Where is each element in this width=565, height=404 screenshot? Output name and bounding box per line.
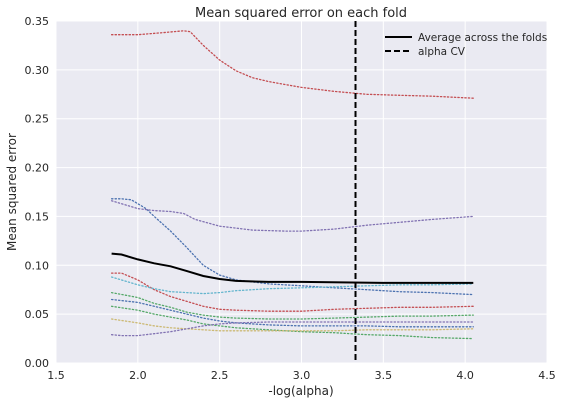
fold-series-line-5 (110, 276, 474, 295)
fold-series-line-4 (110, 272, 474, 312)
y-tick-label: 0.00 (25, 357, 50, 370)
fold-series-line-9 (110, 318, 474, 332)
x-tick-label: 4.0 (456, 369, 474, 382)
fold-series-line-7 (110, 298, 474, 328)
fold-series-line-6 (110, 291, 474, 320)
y-tick-label: 0.05 (25, 308, 50, 321)
y-tick-label: 0.25 (25, 113, 50, 126)
y-tick-label: 0.35 (25, 15, 50, 28)
x-tick-label: 2.5 (211, 369, 229, 382)
fold-series-line-2 (110, 198, 474, 296)
gridlines (55, 20, 548, 364)
y-tick-label: 0.15 (25, 210, 50, 223)
x-tick-label: 1.5 (47, 369, 65, 382)
legend: Average across the folds alpha CV (385, 32, 547, 58)
fold-series-line-8 (110, 305, 474, 340)
chart-title: Mean squared error on each fold (195, 6, 407, 21)
x-tick-label: 2.0 (129, 369, 147, 382)
fold-series-line-10 (110, 321, 474, 337)
x-tick-label: 4.5 (538, 369, 556, 382)
fold-series-line-3 (110, 200, 474, 232)
fold-series-group (110, 30, 474, 340)
y-tick-label: 0.20 (25, 162, 50, 175)
fold-series-line-1 (110, 30, 474, 99)
legend-alpha-label: alpha CV (418, 46, 466, 58)
y-tick-label: 0.10 (25, 259, 50, 272)
tick-labels: 1.5 2.0 2.5 3.0 3.5 4.0 4.5 0.00 0.05 0.10 0.15 0.2… (25, 15, 556, 382)
legend-average-label: Average across the folds (418, 32, 547, 44)
y-tick-label: 0.30 (25, 64, 50, 77)
x-tick-label: 3.5 (375, 369, 393, 382)
y-axis-label: Mean squared error (5, 133, 19, 251)
average-series-group (111, 252, 474, 284)
x-tick-label: 3.0 (293, 369, 311, 382)
x-axis-label: -log(alpha) (268, 384, 333, 398)
average-series-line (111, 252, 474, 284)
